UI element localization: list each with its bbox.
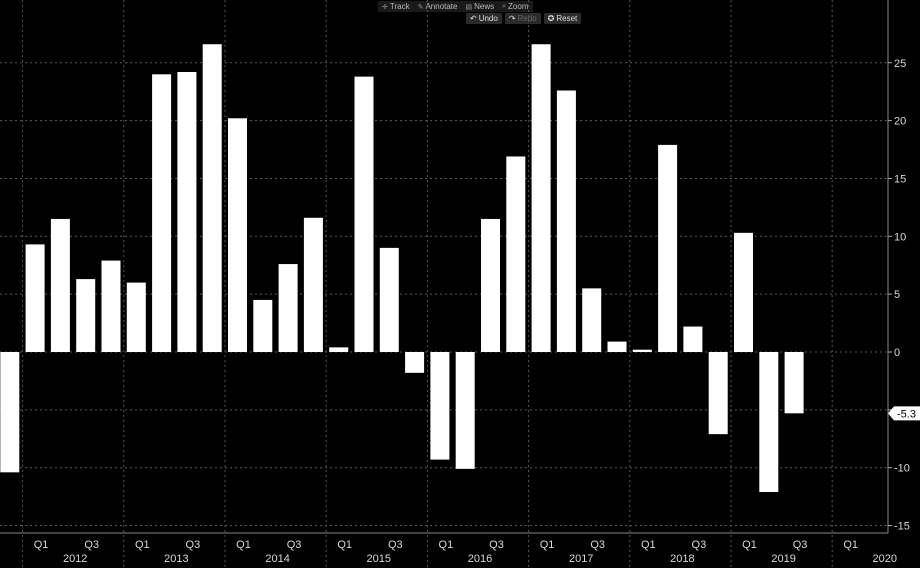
x-tick-label: Q1 xyxy=(135,539,150,551)
track-label: Track xyxy=(389,2,410,11)
x-tick-label: Q1 xyxy=(641,539,656,551)
last-value-label: -5.3 xyxy=(897,408,916,420)
bar xyxy=(683,326,703,352)
bar xyxy=(25,244,45,352)
y-tick-label: 0 xyxy=(894,347,900,359)
undo-button[interactable]: ↶ Undo xyxy=(466,13,502,24)
track-button[interactable]: ✛ Track xyxy=(378,1,414,12)
zoom-label: Zoom xyxy=(508,2,529,11)
bar xyxy=(556,90,576,352)
y-tick-label: -10 xyxy=(894,463,910,475)
annotate-label: Annotate xyxy=(425,2,458,11)
crosshair-icon: ✛ xyxy=(382,3,388,11)
chart-toolbar: ✛ Track ✎ Annotate ▤ News ⌕ Zoom xyxy=(378,1,533,13)
bar xyxy=(607,341,627,352)
redo-button[interactable]: ↷ Redo xyxy=(504,13,541,24)
news-label: News xyxy=(474,2,495,11)
x-tick-label: Q3 xyxy=(590,539,605,551)
bar xyxy=(759,352,779,492)
x-tick-label: Q3 xyxy=(793,539,808,551)
news-icon: ▤ xyxy=(465,3,473,11)
bar xyxy=(582,288,602,352)
x-tick-label: Q3 xyxy=(84,539,99,551)
magnifier-icon: ⌕ xyxy=(502,2,507,10)
reset-label: Reset xyxy=(556,14,578,23)
x-year-label: 2013 xyxy=(164,553,188,565)
bar xyxy=(481,218,500,352)
x-tick-label: Q1 xyxy=(439,539,454,551)
y-tick-label: 20 xyxy=(894,116,906,128)
undo-label: Undo xyxy=(478,14,498,23)
history-toolbar: ↶ Undo ↷ Redo ✪ Reset xyxy=(466,13,582,25)
y-tick-label: 5 xyxy=(894,289,900,301)
pencil-icon: ✎ xyxy=(417,3,424,11)
x-year-label: 2018 xyxy=(670,553,694,565)
x-tick-label: Q1 xyxy=(540,539,555,551)
bar xyxy=(455,352,475,469)
reset-icon: ✪ xyxy=(547,14,555,23)
x-tick-label: Q3 xyxy=(287,539,302,551)
undo-icon: ↶ xyxy=(470,14,477,23)
x-tick-label: Q3 xyxy=(186,539,201,551)
x-tick-label: Q1 xyxy=(34,539,49,551)
x-tick-label: Q3 xyxy=(692,539,707,551)
bar xyxy=(784,352,804,414)
x-tick-label: Q1 xyxy=(236,539,251,551)
x-tick-label: Q3 xyxy=(489,539,504,551)
x-year-label: 2015 xyxy=(367,553,391,565)
bar xyxy=(101,260,121,352)
annotate-button[interactable]: ✎ Annotate xyxy=(413,1,462,12)
news-button[interactable]: ▤ News xyxy=(461,1,499,12)
bar xyxy=(329,347,349,352)
bar xyxy=(734,232,753,352)
redo-label: Redo xyxy=(517,14,537,23)
zoom-button[interactable]: ⌕ Zoom xyxy=(498,1,533,12)
bar xyxy=(506,156,526,352)
x-year-label: 2020 xyxy=(873,553,897,565)
x-tick-label: Q1 xyxy=(843,539,858,551)
x-tick-label: Q1 xyxy=(742,539,757,551)
y-tick-label: 15 xyxy=(894,173,906,185)
reset-button[interactable]: ✪ Reset xyxy=(543,13,582,24)
bar xyxy=(278,264,298,352)
x-year-label: 2017 xyxy=(569,553,593,565)
bar xyxy=(405,352,425,373)
x-tick-label: Q1 xyxy=(337,539,352,551)
bar xyxy=(430,352,450,460)
bar xyxy=(228,118,247,352)
bar xyxy=(658,144,678,352)
bar xyxy=(531,44,551,352)
bar xyxy=(708,352,728,435)
bar xyxy=(632,349,652,352)
last-value-marker xyxy=(888,406,920,421)
redo-icon: ↷ xyxy=(508,14,516,23)
x-year-label: 2012 xyxy=(63,553,87,565)
x-year-label: 2014 xyxy=(265,553,289,565)
bar xyxy=(379,247,399,352)
bar xyxy=(253,299,273,352)
y-tick-label: -15 xyxy=(894,521,910,533)
x-year-label: 2016 xyxy=(468,553,492,565)
bar xyxy=(354,76,374,352)
x-year-label: 2019 xyxy=(771,553,795,565)
x-tick-label: Q3 xyxy=(388,539,403,551)
bar xyxy=(50,218,70,352)
bar xyxy=(303,217,323,352)
bar xyxy=(177,72,197,353)
y-tick-label: 25 xyxy=(894,58,906,70)
bar xyxy=(152,74,172,352)
bar xyxy=(76,279,96,352)
bar xyxy=(0,352,20,473)
bar xyxy=(202,44,222,352)
y-tick-label: 10 xyxy=(894,231,906,243)
bar xyxy=(126,282,146,352)
